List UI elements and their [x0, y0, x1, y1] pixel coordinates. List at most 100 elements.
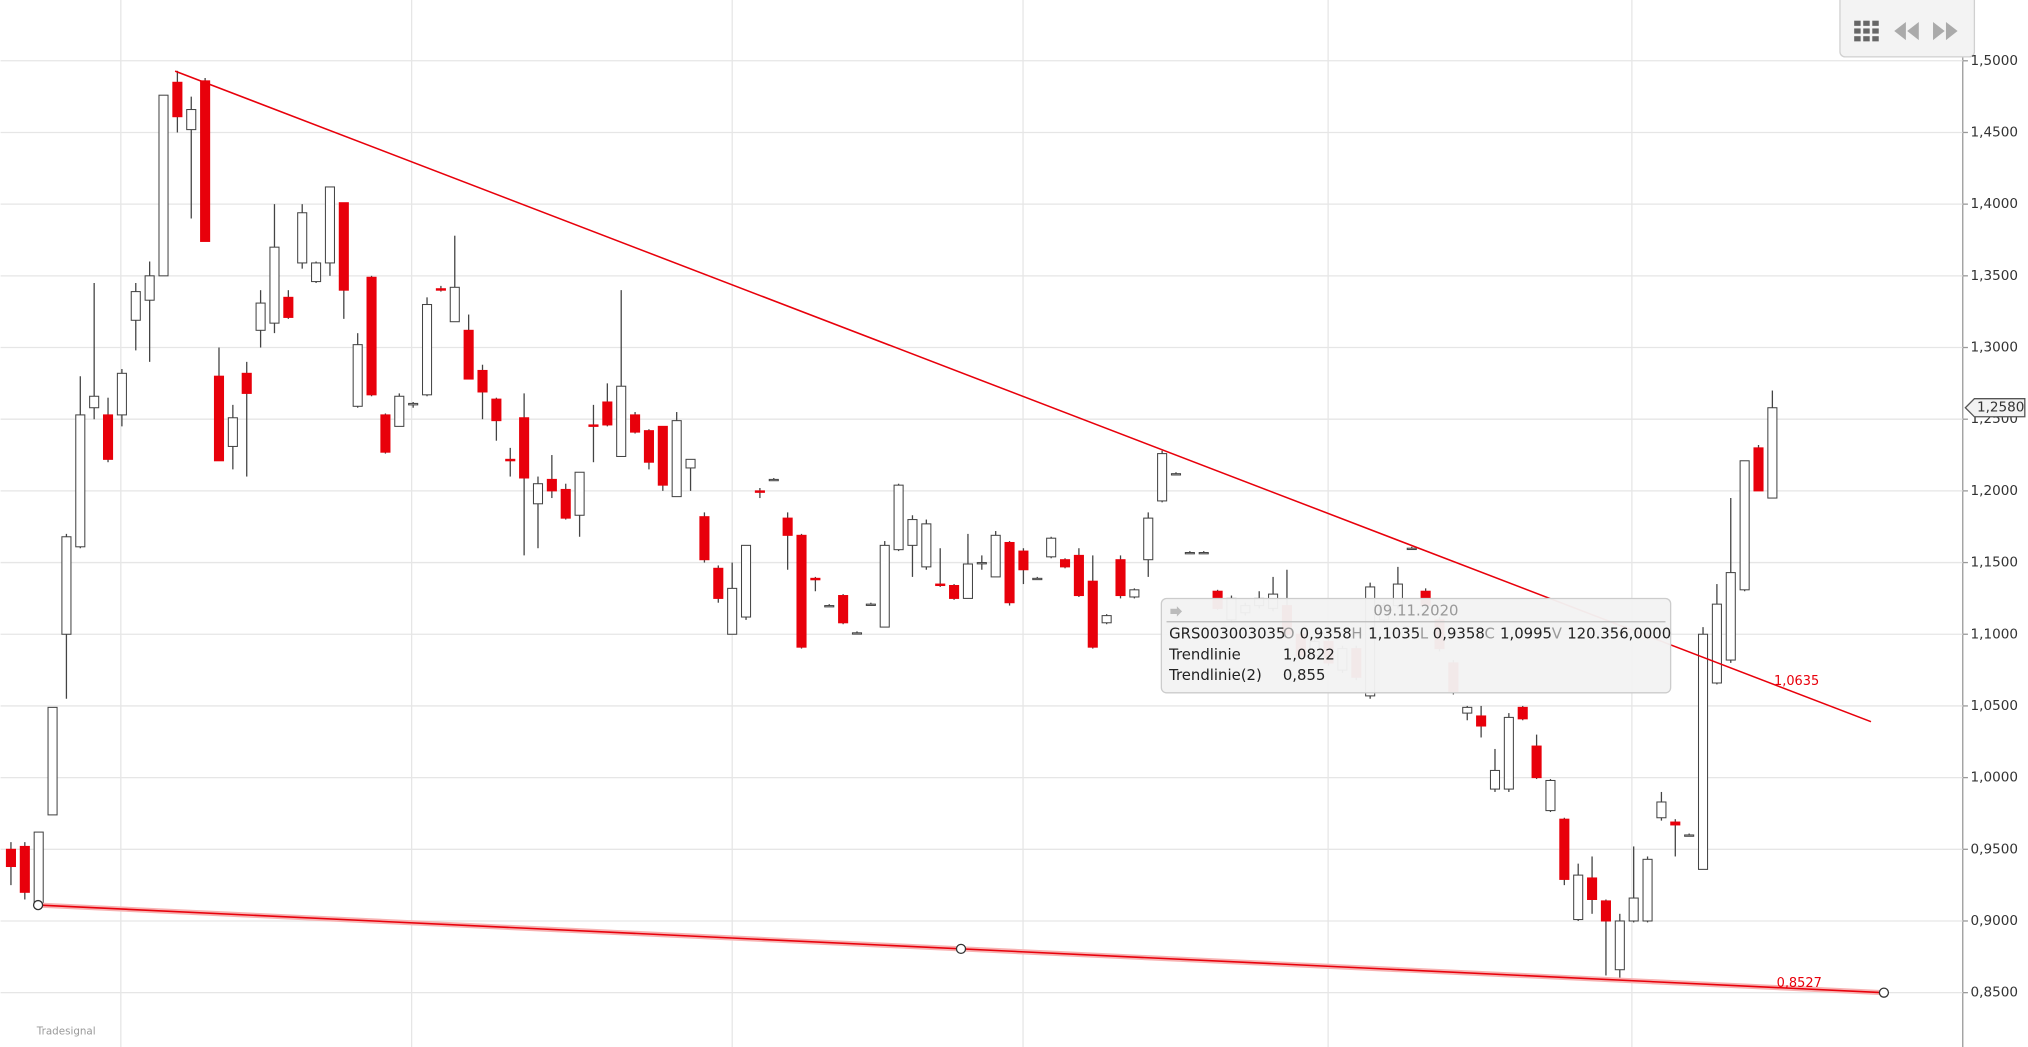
candle-body — [311, 262, 322, 283]
candle-body — [921, 523, 932, 568]
tooltip-key: O — [1283, 625, 1295, 643]
y-tick-label: 1,5000 — [1971, 53, 2018, 69]
tooltip-key: C — [1485, 625, 1495, 643]
tooltip-row-value: 0,855 — [1283, 666, 1326, 684]
y-tick-label: 1,1000 — [1971, 626, 2018, 642]
candle-body — [366, 276, 377, 396]
y-tick-label: 0,8500 — [1971, 985, 2018, 1001]
candle-body — [1711, 603, 1722, 684]
rewind-icon[interactable] — [1894, 21, 1919, 41]
candle-body — [394, 395, 405, 427]
y-tick-label: 1,3000 — [1971, 340, 2018, 356]
candle-body — [1587, 877, 1598, 900]
candle-body — [1184, 552, 1195, 555]
candle-body — [1462, 706, 1473, 714]
candle-body — [602, 401, 613, 426]
candle-body — [421, 303, 433, 396]
y-tick-label: 1,2000 — [1971, 483, 2018, 499]
candle-body — [1143, 517, 1154, 561]
candle-body — [657, 425, 668, 486]
tooltip-row-name: Trendlinie(2) — [1168, 666, 1262, 684]
candle-body — [949, 584, 960, 599]
trendline-handle — [1878, 987, 1890, 998]
candle-body — [338, 202, 349, 291]
candle-body — [865, 603, 876, 606]
candle-body — [796, 534, 807, 648]
candle-body — [1198, 552, 1209, 555]
grid-icon[interactable] — [1854, 20, 1879, 42]
candle-body — [269, 246, 280, 324]
candle-body — [1406, 547, 1417, 551]
candle-body — [1656, 801, 1667, 819]
candle-body — [699, 516, 710, 561]
candle-body — [1697, 633, 1709, 870]
candle-body — [102, 414, 114, 460]
candle-body — [130, 291, 141, 321]
candle-body — [1170, 473, 1182, 476]
candle-body — [1559, 818, 1570, 880]
candle-body — [671, 420, 682, 498]
y-tick-label: 1,0000 — [1971, 770, 2018, 786]
candle-body — [1670, 821, 1681, 826]
candle-body — [200, 80, 211, 242]
candle-body — [1628, 897, 1639, 922]
y-tick-label: 0,9500 — [1971, 841, 2018, 857]
nav-panel — [1839, 0, 1976, 58]
candle-body — [976, 562, 987, 565]
candle-body — [740, 544, 752, 618]
tooltip-value: 0,9358 — [1433, 625, 1485, 643]
forward-icon[interactable] — [1933, 21, 1958, 41]
candle-body — [33, 831, 44, 906]
candle-body — [1157, 453, 1168, 502]
candle-body — [352, 344, 363, 407]
candle-body — [560, 488, 571, 519]
candle-body — [491, 398, 502, 422]
candle-body — [990, 534, 1001, 578]
candle-body — [574, 471, 585, 516]
navigation-box[interactable] — [1839, 0, 1976, 58]
y-tick-label: 1,4500 — [1971, 124, 2018, 140]
candle-body — [1115, 559, 1126, 597]
candle-body — [380, 414, 391, 453]
candle-body — [893, 484, 904, 551]
logo: Tradesignal — [36, 1025, 96, 1037]
trendline-handle — [955, 943, 967, 955]
candle-body — [1032, 577, 1043, 581]
candle-body — [532, 483, 544, 505]
vertical-grid — [120, 0, 1633, 1047]
trendline-label: 1,0635 — [1774, 674, 1819, 689]
candle-body — [1087, 580, 1098, 648]
candle-body — [47, 706, 58, 816]
candle-body — [630, 414, 641, 433]
candle-body — [1725, 572, 1736, 661]
candle-body — [449, 286, 460, 323]
candle-body — [879, 544, 890, 628]
candle-body — [1018, 550, 1029, 571]
candle-body — [810, 577, 821, 581]
candle-body — [1059, 559, 1071, 568]
candle-body — [643, 430, 654, 463]
candle-body — [935, 583, 946, 587]
candle-body — [616, 385, 627, 457]
candle-body — [324, 186, 335, 264]
candle-body — [754, 490, 765, 493]
candle-body — [116, 372, 127, 416]
last-price-box — [1964, 398, 2026, 418]
candle-body — [158, 94, 169, 277]
tooltip-date: 09.11.2020 — [1373, 601, 1458, 619]
tooltip-symbol: GRS003003035 — [1169, 625, 1285, 643]
candle-body — [463, 329, 474, 380]
candle-body — [1531, 745, 1542, 779]
last-price-label: 1,2580 — [1977, 400, 2024, 416]
candle-body — [519, 417, 530, 479]
candle-body — [838, 595, 849, 624]
tooltip-value: 1,1035 — [1368, 625, 1420, 643]
candle-body — [685, 458, 696, 469]
candle-body — [851, 632, 863, 635]
candle-body — [61, 536, 72, 635]
trendline-handle — [32, 899, 44, 911]
tooltip-value: 120.356,0000 — [1567, 625, 1671, 643]
tooltip-icon — [1170, 606, 1183, 617]
